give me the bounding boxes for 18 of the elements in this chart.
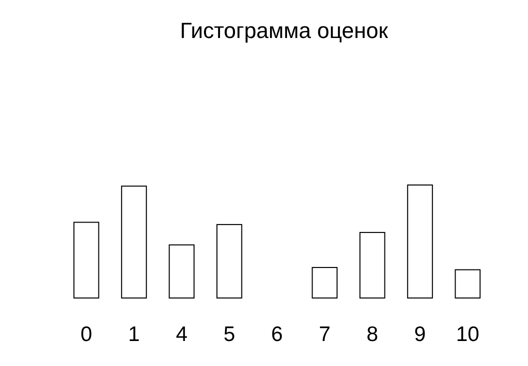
bar <box>454 269 481 298</box>
x-tick-label: 9 <box>414 323 426 346</box>
bar <box>216 224 242 298</box>
bar <box>312 266 338 298</box>
bar <box>359 232 386 298</box>
bar <box>168 244 195 298</box>
x-tick-label: 10 <box>456 323 480 346</box>
bar <box>121 186 147 298</box>
bar <box>73 222 100 298</box>
x-tick-label: 4 <box>176 323 188 346</box>
bar <box>407 184 433 298</box>
x-tick-label: 5 <box>223 323 236 346</box>
x-tick-label: 1 <box>128 323 140 346</box>
x-tick-label: 7 <box>318 323 331 346</box>
x-tick-label: 0 <box>80 323 92 346</box>
chart-title: Гистограмма оценок <box>180 18 388 43</box>
x-tick-label: 6 <box>271 323 283 346</box>
x-tick-label: 8 <box>366 323 378 346</box>
